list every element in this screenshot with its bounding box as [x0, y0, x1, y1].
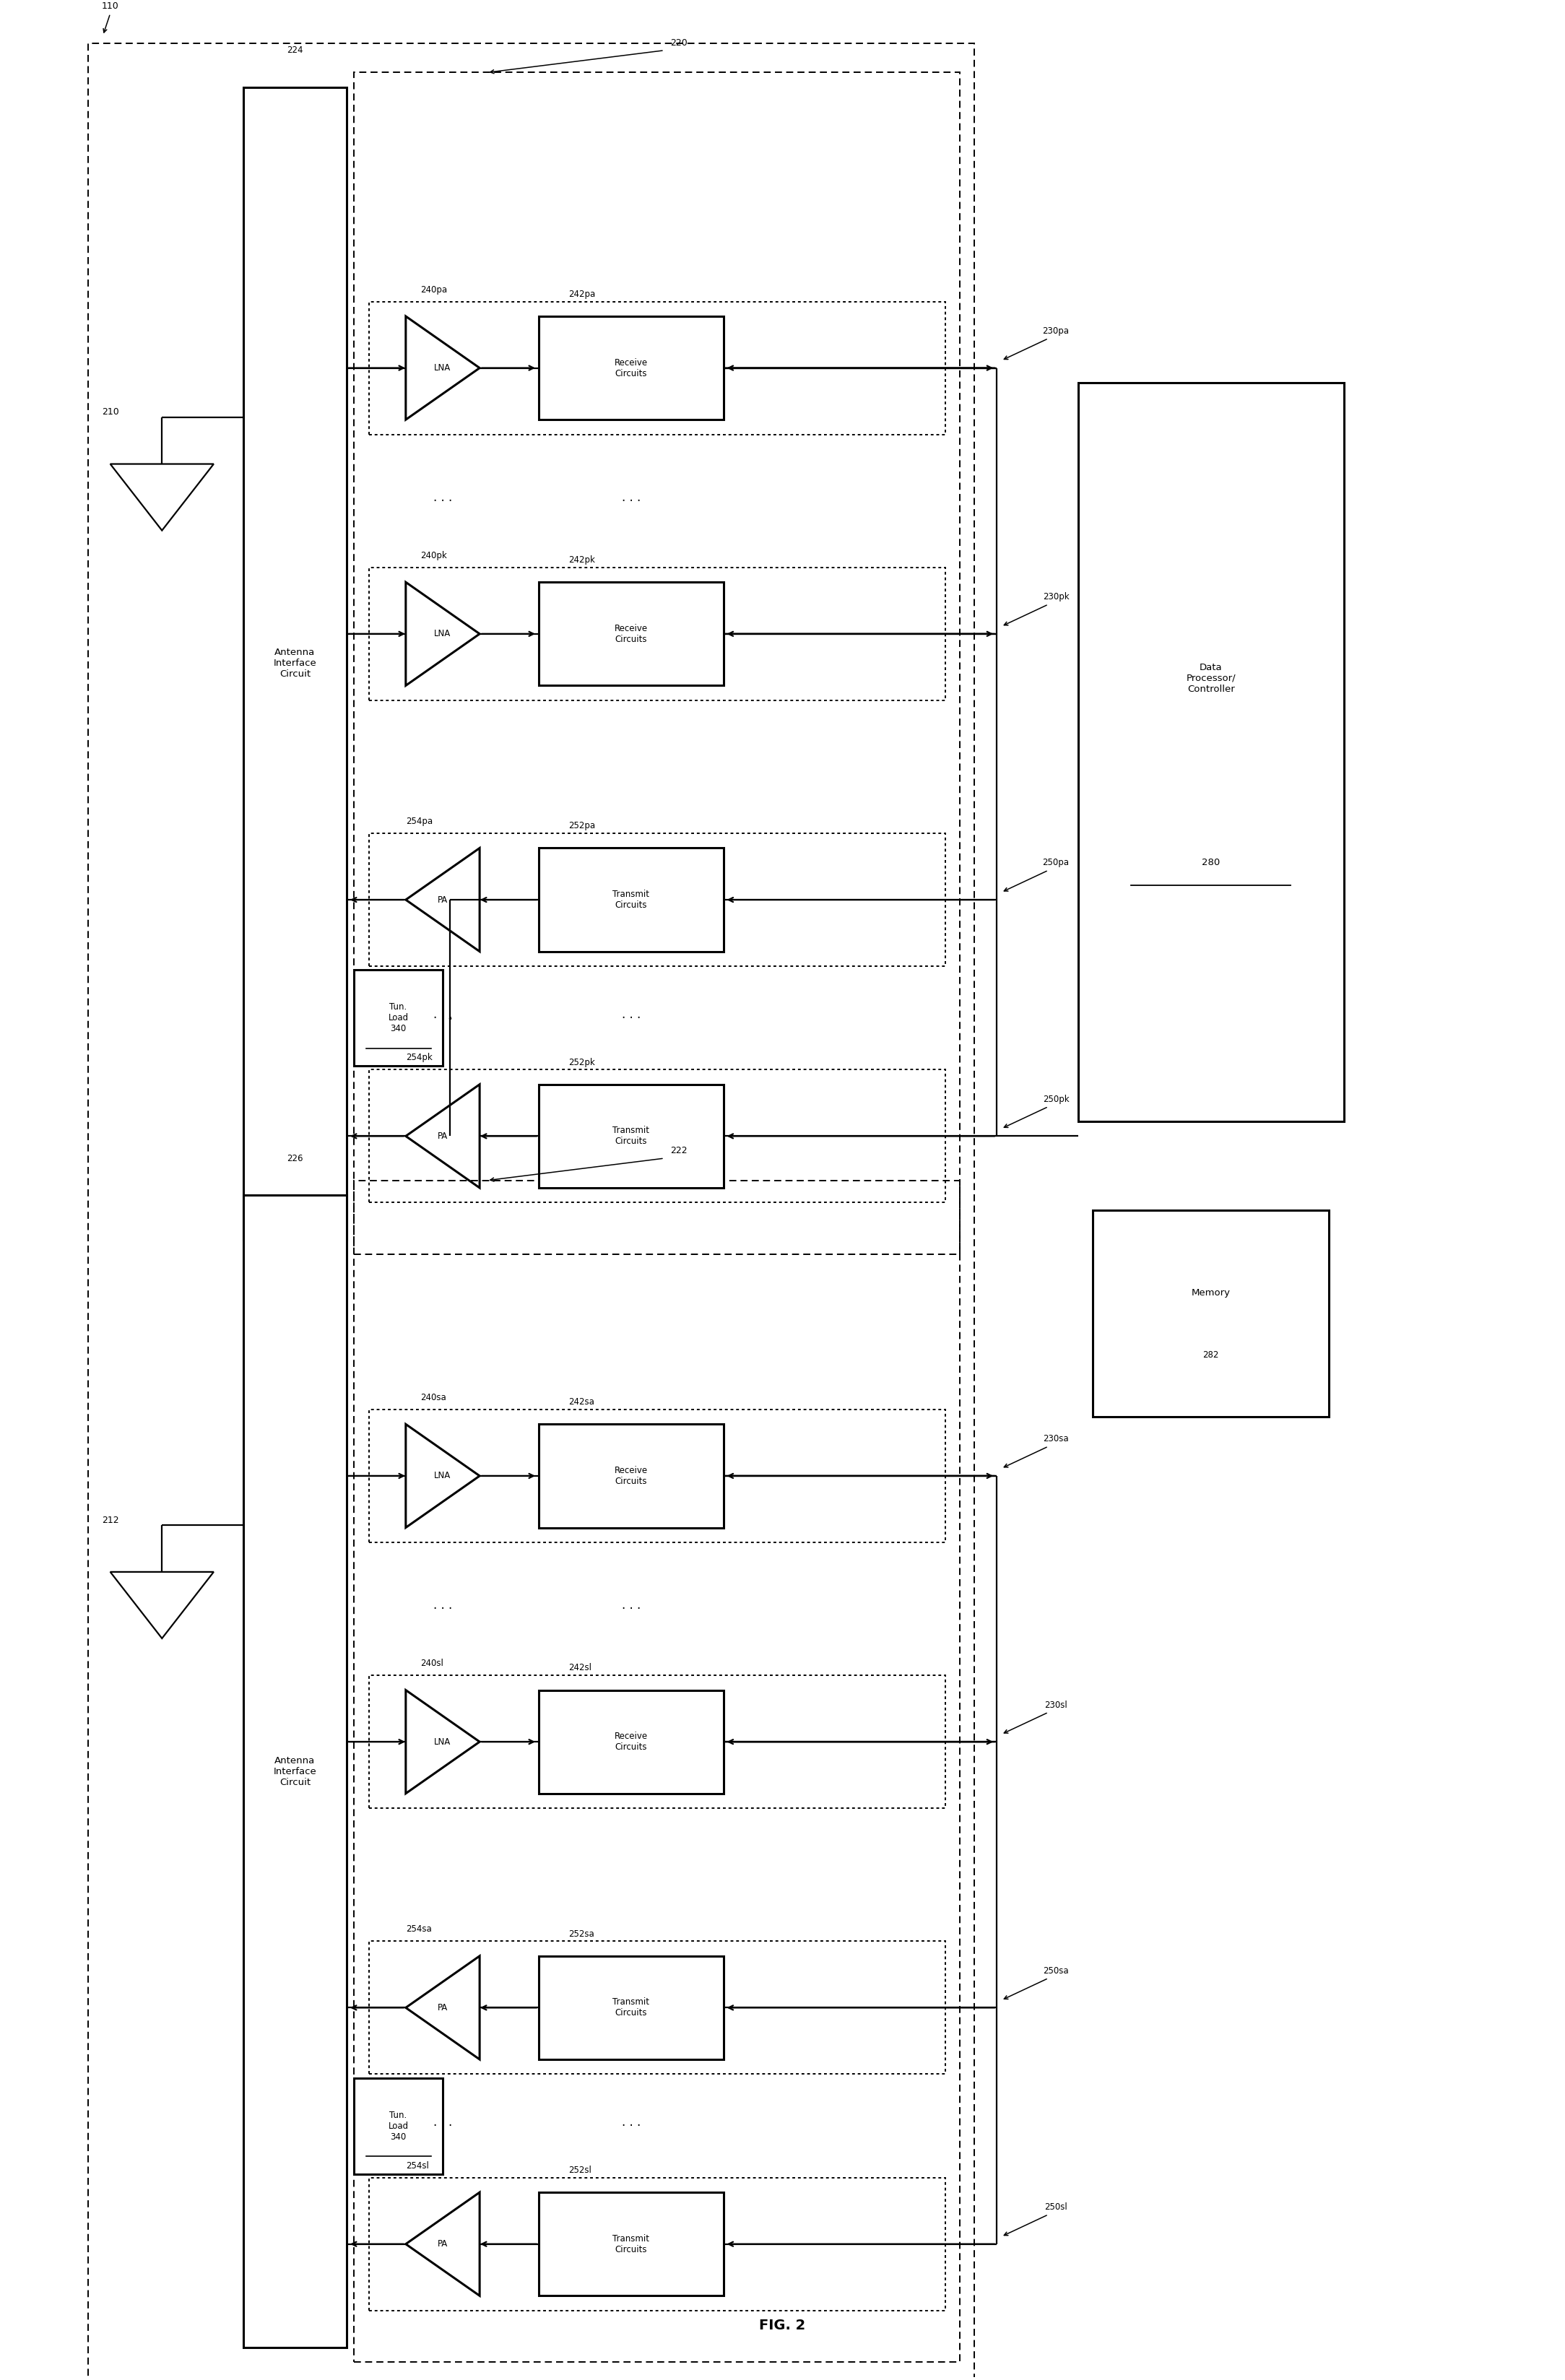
Text: 230pa: 230pa [1042, 326, 1069, 336]
Bar [354, 1180, 959, 2363]
Text: 230sa: 230sa [1042, 1435, 1069, 1445]
Bar [538, 847, 723, 952]
Bar [243, 1195, 347, 2347]
Text: · · ·: · · · [621, 1602, 640, 1616]
Bar [538, 1423, 723, 1528]
Bar [354, 971, 443, 1066]
Text: LNA: LNA [435, 628, 451, 638]
Bar [538, 1956, 723, 2059]
Text: Antenna
Interface
Circuit: Antenna Interface Circuit [274, 1756, 316, 1787]
Text: 242pk: 242pk [568, 555, 595, 564]
Bar [369, 1069, 945, 1202]
Bar [1092, 1209, 1329, 1416]
Bar [243, 88, 347, 1240]
Text: 220: 220 [670, 38, 687, 48]
Text: 230pk: 230pk [1042, 593, 1069, 602]
Text: 252sa: 252sa [568, 1930, 595, 1940]
Text: 242sl: 242sl [568, 1664, 592, 1673]
Bar [369, 1942, 945, 2073]
Text: PA: PA [438, 895, 448, 904]
Text: 254sa: 254sa [405, 1925, 432, 1935]
Text: 210: 210 [102, 407, 119, 416]
Bar [538, 317, 723, 419]
Text: Receive
Circuits: Receive Circuits [615, 357, 648, 378]
Text: PA: PA [438, 1130, 448, 1140]
Text: 240pa: 240pa [421, 286, 448, 295]
Text: Receive
Circuits: Receive Circuits [615, 1466, 648, 1485]
Text: 242pa: 242pa [568, 290, 595, 300]
Bar [369, 302, 945, 436]
Bar [354, 2078, 443, 2173]
Text: PA: PA [438, 2240, 448, 2249]
Text: 240pk: 240pk [421, 550, 448, 559]
Text: · · ·: · · · [434, 1602, 452, 1616]
Text: 252sl: 252sl [568, 2166, 592, 2175]
Text: Transmit
Circuits: Transmit Circuits [612, 890, 649, 909]
Text: 212: 212 [102, 1516, 119, 1526]
Text: Memory: Memory [1191, 1288, 1230, 1297]
Text: Data
Processor/
Controller: Data Processor/ Controller [1186, 662, 1236, 693]
Text: 250sl: 250sl [1044, 2202, 1067, 2211]
Text: · · ·: · · · [434, 2118, 452, 2132]
Text: PA: PA [438, 2004, 448, 2013]
Text: FIG. 2: FIG. 2 [759, 2318, 806, 2332]
Text: 252pa: 252pa [568, 821, 595, 831]
Bar [369, 1409, 945, 1542]
Text: 110: 110 [102, 2, 119, 12]
Text: 250sa: 250sa [1042, 1966, 1069, 1975]
Text: 222: 222 [670, 1147, 687, 1157]
Text: 250pa: 250pa [1042, 859, 1069, 869]
Bar [369, 833, 945, 966]
Text: Transmit
Circuits: Transmit Circuits [612, 1126, 649, 1147]
Text: 280: 280 [1202, 859, 1221, 869]
Text: 250pk: 250pk [1042, 1095, 1069, 1104]
Text: Tun.
Load
340: Tun. Load 340 [388, 2111, 408, 2142]
Bar [538, 1690, 723, 1795]
Bar [369, 566, 945, 700]
Bar [538, 2192, 723, 2297]
Text: · · ·: · · · [434, 1011, 452, 1023]
Text: Transmit
Circuits: Transmit Circuits [612, 2235, 649, 2254]
Text: · · ·: · · · [621, 495, 640, 507]
Text: · · ·: · · · [434, 495, 452, 507]
Text: Receive
Circuits: Receive Circuits [615, 1733, 648, 1752]
Text: 254pa: 254pa [405, 816, 432, 826]
Text: 240sl: 240sl [421, 1659, 443, 1668]
Text: LNA: LNA [435, 1471, 451, 1480]
Bar [369, 1676, 945, 1809]
Text: 226: 226 [286, 1154, 304, 1164]
Text: 282: 282 [1203, 1349, 1219, 1359]
Text: Receive
Circuits: Receive Circuits [615, 624, 648, 645]
Text: · · ·: · · · [621, 1011, 640, 1023]
Text: LNA: LNA [435, 364, 451, 374]
Bar [538, 1085, 723, 1188]
Text: · · ·: · · · [621, 2118, 640, 2132]
Text: 240sa: 240sa [421, 1392, 446, 1402]
Text: Antenna
Interface
Circuit: Antenna Interface Circuit [274, 647, 316, 678]
Text: 252pk: 252pk [568, 1057, 595, 1066]
Text: LNA: LNA [435, 1737, 451, 1747]
Text: Transmit
Circuits: Transmit Circuits [612, 1997, 649, 2018]
Bar [1078, 383, 1344, 1121]
Text: 224: 224 [286, 45, 304, 55]
Text: Tun.
Load
340: Tun. Load 340 [388, 1002, 408, 1033]
Text: 230sl: 230sl [1044, 1699, 1067, 1709]
Text: 254pk: 254pk [405, 1052, 432, 1061]
Bar [88, 43, 975, 2380]
Bar [538, 583, 723, 685]
Bar [369, 2178, 945, 2311]
Text: 242sa: 242sa [568, 1397, 595, 1407]
Bar [354, 71, 959, 1254]
Text: 254sl: 254sl [405, 2161, 429, 2171]
